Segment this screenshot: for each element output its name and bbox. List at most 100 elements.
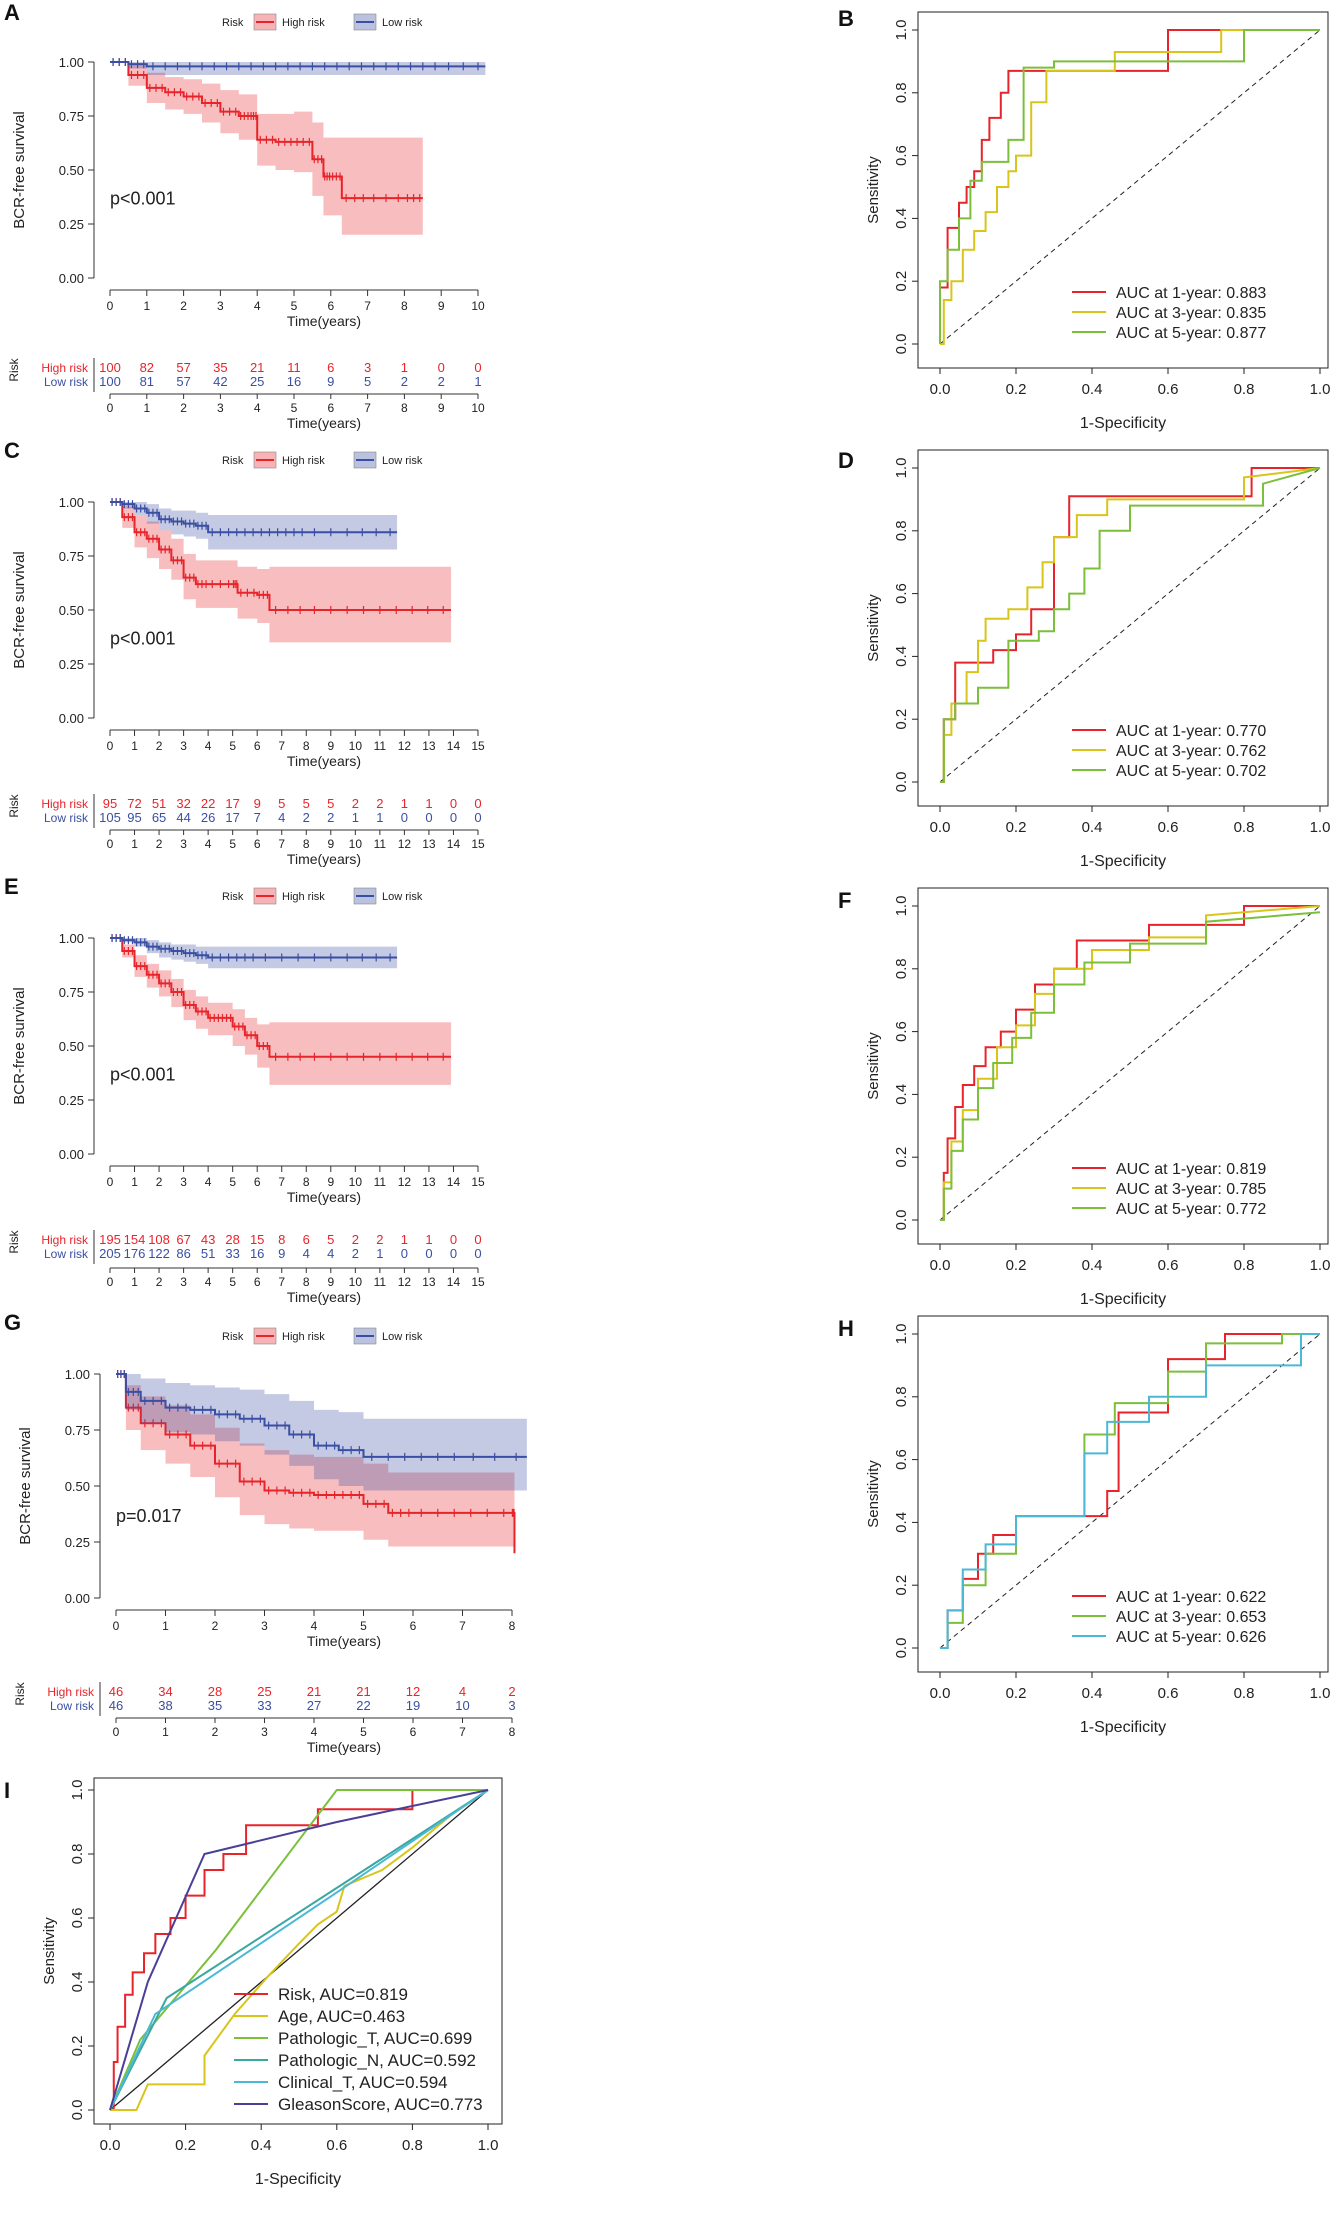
confidence-band: [110, 938, 398, 969]
risk-count: 42: [213, 374, 227, 389]
x-tick-label: 10: [349, 1175, 363, 1189]
risk-count: 5: [303, 796, 310, 811]
risk-count: 4: [303, 1246, 310, 1261]
risk-count: 35: [213, 360, 227, 375]
legend: Risk High risk Low risk: [222, 451, 423, 469]
risk-count: 100: [99, 374, 121, 389]
risk-count: 9: [254, 796, 261, 811]
risk-count: 3: [508, 1698, 515, 1713]
risk-count: 38: [158, 1698, 172, 1713]
risk-table-tick-label: 4: [311, 1725, 318, 1739]
series-low-risk: [110, 498, 398, 550]
risk-count: 15: [250, 1232, 264, 1247]
x-tick-label: 0: [107, 739, 114, 753]
x-tick-label: 0.8: [1234, 1685, 1255, 1702]
y-tick-label: 0.6: [893, 1021, 910, 1042]
risk-count: 35: [208, 1698, 222, 1713]
x-tick-label: 3: [180, 1175, 187, 1189]
y-axis-label: BCR-free survival: [11, 551, 28, 669]
y-tick-label: 0.0: [893, 1638, 910, 1659]
risk-count: 0: [450, 796, 457, 811]
risk-table-tick-label: 9: [327, 837, 334, 851]
roc-curve: [109, 1789, 489, 2111]
x-tick-label: 6: [254, 1175, 261, 1189]
x-tick-label: 1: [162, 1619, 169, 1633]
legend-label: High risk: [282, 891, 325, 903]
risk-count: 4: [459, 1684, 466, 1699]
x-tick-label: 6: [410, 1619, 417, 1633]
panel-label: D: [838, 448, 854, 473]
risk-count: 57: [176, 374, 190, 389]
risk-count: 1: [376, 810, 383, 825]
risk-count: 33: [257, 1698, 271, 1713]
risk-count: 32: [176, 796, 190, 811]
survival-line: [116, 1373, 516, 1554]
risk-count: 21: [250, 360, 264, 375]
legend-label: Pathologic_N, AUC=0.592: [278, 2051, 476, 2070]
x-tick-label: 0.8: [1234, 381, 1255, 398]
risk-table-tick-label: 11: [374, 837, 387, 851]
risk-count: 205: [99, 1246, 121, 1261]
risk-count: 2: [376, 796, 383, 811]
risk-count: 2: [352, 1232, 359, 1247]
x-tick-label: 0.6: [1158, 1685, 1179, 1702]
risk-count: 0: [474, 796, 481, 811]
x-tick-label: 0.2: [1006, 1685, 1027, 1702]
diagonal-reference: [109, 1789, 489, 2111]
risk-count: 33: [225, 1246, 239, 1261]
risk-table-title: Risk: [7, 357, 21, 381]
risk-table-tick-label: 0: [107, 1275, 114, 1289]
legend-label: AUC at 3-year: 0.653: [1116, 1609, 1266, 1626]
risk-count: 72: [127, 796, 141, 811]
y-tick-label: 0.2: [893, 709, 910, 730]
legend-label: AUC at 1-year: 0.819: [1116, 1161, 1266, 1178]
risk-count: 176: [124, 1246, 146, 1261]
risk-count: 34: [158, 1684, 172, 1699]
series-high-risk: [110, 58, 423, 235]
y-tick-label: 0.50: [59, 603, 84, 618]
y-tick-label: 0.4: [893, 208, 910, 229]
risk-table-tick-label: 0: [113, 1725, 120, 1739]
p-value: p<0.001: [110, 1065, 176, 1085]
y-tick-label: 0.00: [65, 1591, 90, 1606]
y-tick-label: 0.8: [893, 82, 910, 103]
y-axis: 0.00 0.25 0.50 0.75 1.00 BCR-free survival: [17, 1367, 101, 1606]
x-tick-label: 1.0: [1310, 381, 1331, 398]
confidence-band: [110, 502, 452, 643]
x-tick-label: 10: [471, 299, 485, 313]
risk-table-tick-label: 3: [180, 837, 187, 851]
y-axis: 0.00 0.25 0.50 0.75 1.00 BCR-free survival: [11, 931, 95, 1162]
x-tick-label: 9: [438, 299, 445, 313]
series-high-risk: [110, 934, 452, 1085]
x-axis-label: Time(years): [287, 1189, 361, 1205]
y-axis: 0.00 0.25 0.50 0.75 1.00 BCR-free survival: [11, 495, 95, 726]
confidence-band: [116, 1374, 515, 1581]
series-low-risk: [110, 58, 486, 75]
risk-count: 44: [176, 810, 190, 825]
y-tick-label: 1.0: [893, 896, 910, 917]
legend-label: Clinical_T, AUC=0.594: [278, 2073, 448, 2092]
risk-count: 6: [327, 360, 334, 375]
risk-table-tick-label: 8: [303, 1275, 310, 1289]
risk-row-label: Low risk: [44, 1247, 89, 1261]
risk-count: 67: [176, 1232, 190, 1247]
y-tick-label: 0.6: [893, 583, 910, 604]
risk-count: 81: [140, 374, 154, 389]
panel-h: H 0.0 0.0 0.2 0.2 0.4 0.4 0.6 0.6 0.8 0.8 1.0 1.0 1-S…: [838, 1315, 1330, 1736]
x-tick-label: 7: [278, 739, 285, 753]
risk-table-tick-label: 1: [143, 401, 150, 415]
x-tick-label: 5: [360, 1619, 367, 1633]
y-tick-label: 1.0: [893, 1324, 910, 1345]
risk-count: 26: [201, 810, 215, 825]
y-tick-label: 0.2: [893, 1147, 910, 1168]
x-tick-label: 8: [303, 1175, 310, 1189]
x-axis-label: 1-Specificity: [1080, 1719, 1166, 1736]
legend-label: High risk: [282, 1331, 325, 1343]
y-axis-label: BCR-free survival: [11, 111, 28, 229]
risk-count: 0: [401, 810, 408, 825]
risk-count: 0: [450, 1246, 457, 1261]
x-tick-label: 0.8: [402, 2137, 423, 2154]
